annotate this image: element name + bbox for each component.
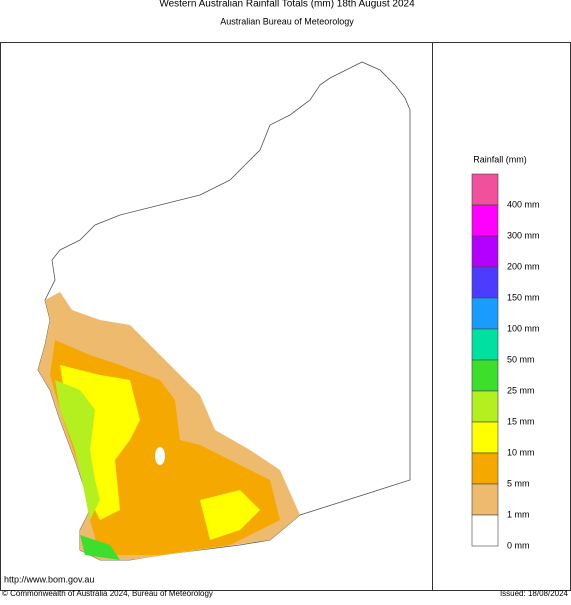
legend-swatch <box>471 390 499 423</box>
legend-swatch <box>471 266 499 299</box>
title: Western Australian Rainfall Totals (mm) … <box>159 0 415 10</box>
legend-label: 200 mm <box>507 261 540 271</box>
zone-10mm <box>200 490 260 540</box>
legend-swatch <box>471 297 499 330</box>
footer-issued: Issued: 18/08/2024 <box>500 589 569 598</box>
legend-label: 400 mm <box>507 199 540 209</box>
legend-label: 25 mm <box>507 385 535 395</box>
legend-swatch <box>471 204 499 237</box>
legend-label: 150 mm <box>507 292 540 302</box>
legend-label: 50 mm <box>507 354 535 364</box>
legend-swatch <box>471 359 499 392</box>
legend-swatch <box>471 452 499 485</box>
zone-15mm <box>55 380 100 520</box>
legend-title: Rainfall (mm) <box>473 154 527 164</box>
dry-patch <box>155 447 165 465</box>
legend-label: 5 mm <box>507 478 530 488</box>
zone-25mm <box>80 535 120 560</box>
footer-copyright: © Commonwealth of Australia 2024, Bureau… <box>2 589 213 598</box>
legend-swatch <box>471 173 499 206</box>
legend-swatch <box>471 421 499 454</box>
legend-label: 1 mm <box>507 509 530 519</box>
legend-swatch <box>471 483 499 516</box>
legend-label: 15 mm <box>507 416 535 426</box>
legend: 400 mm 300 mm 200 mm 150 mm 100 mm 50 mm 25 mm… <box>471 173 540 550</box>
footer-url: http://www.bom.gov.au <box>4 574 94 584</box>
legend-swatch <box>471 235 499 268</box>
legend-label: 0 mm <box>507 540 530 550</box>
legend-label: 100 mm <box>507 323 540 333</box>
legend-swatch <box>471 328 499 361</box>
legend-swatch <box>471 514 499 547</box>
map <box>37 61 411 561</box>
legend-label: 300 mm <box>507 230 540 240</box>
legend-label: 10 mm <box>507 447 535 457</box>
subtitle: Australian Bureau of Meteorology <box>220 16 354 26</box>
